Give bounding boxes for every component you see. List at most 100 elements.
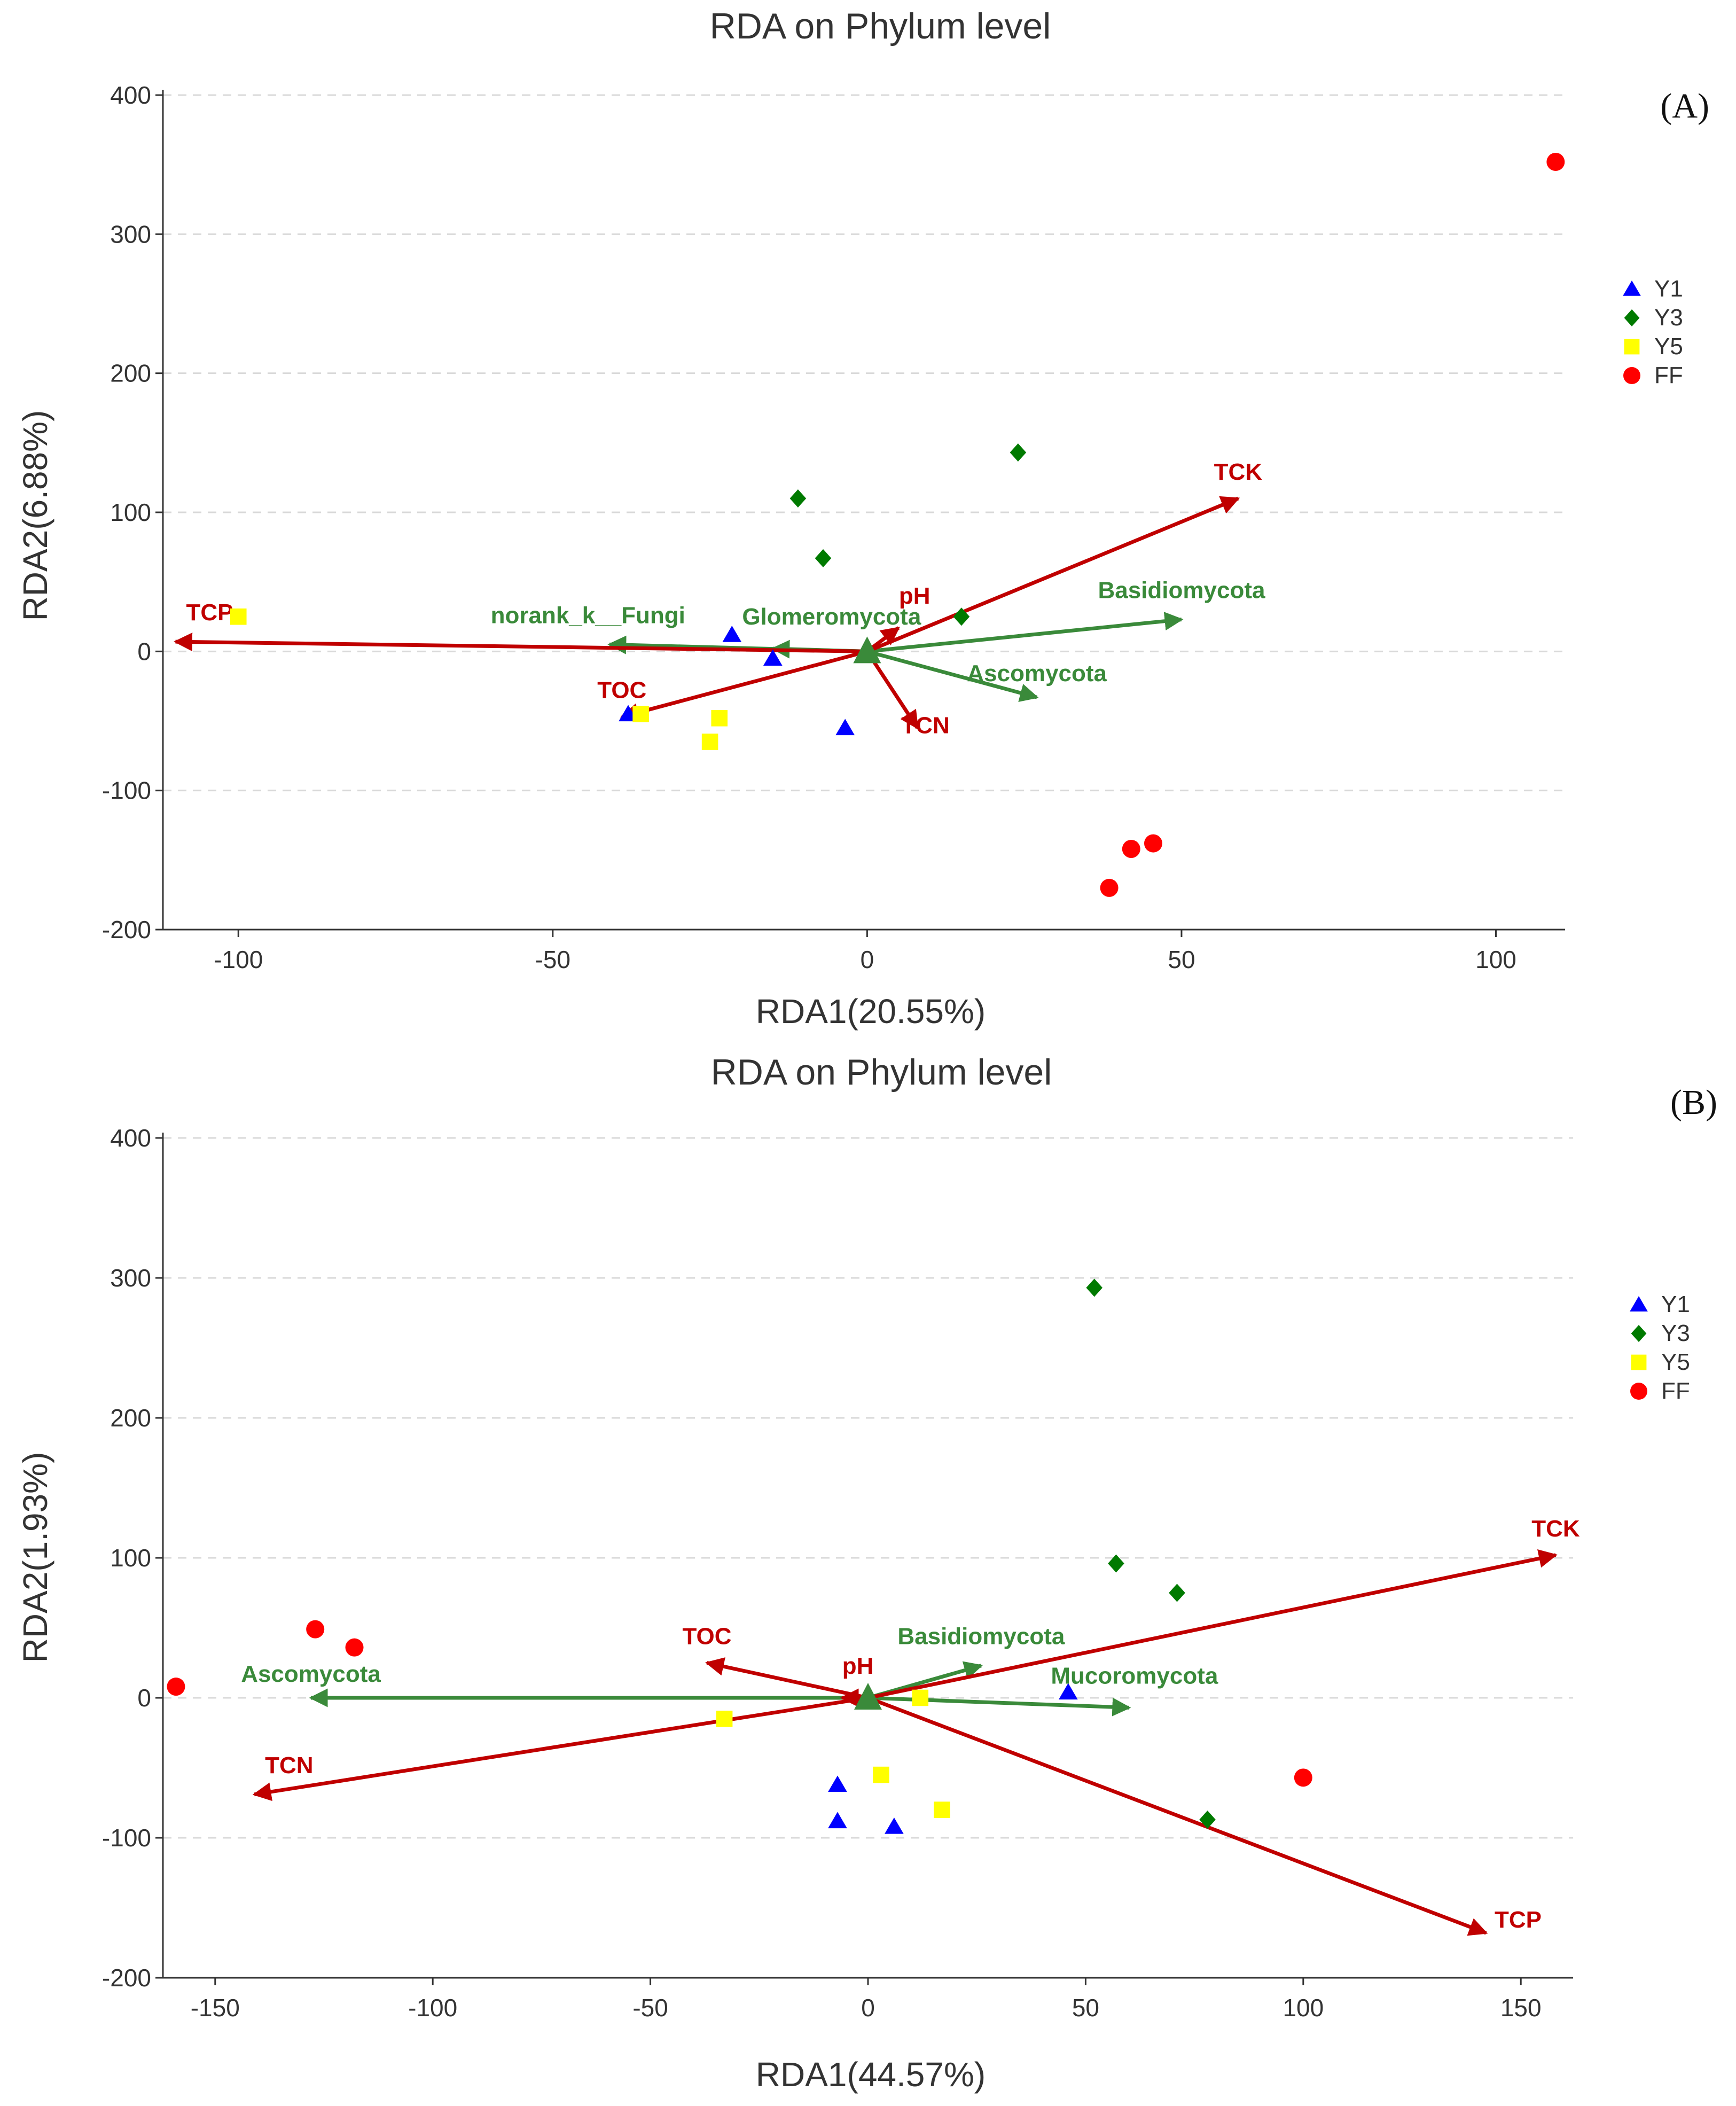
sample-point-y3 [789,489,807,508]
env-arrow-label: TCK [1214,459,1263,485]
legend-label: Y3 [1661,1320,1690,1346]
sample-points [167,1278,1312,1834]
legend-label: FF [1654,362,1683,388]
sample-point-ff [345,1638,364,1657]
biplot-arrows: Ascomycota Basidiomycota Mucoromycota TCK TC… [241,1516,1580,1936]
y-tick-label: 100 [110,498,151,526]
species-arrow-label: Ascomycota [967,660,1107,687]
x-tick-label: -50 [632,1994,668,2022]
origin-marker [854,1683,882,1710]
panel-label: (B) [1670,1083,1717,1122]
env-arrow-label: pH [899,583,930,609]
sample-point-y3 [1108,1554,1124,1573]
species-arrow-label: norank_k__Fungi [491,602,685,628]
sample-point-y3 [815,549,832,567]
legend-marker-ff [1623,367,1640,384]
env-arrow-label: TOC [682,1624,731,1650]
tick-labels: 400 300 200 100 0 -100 -200 -150 -100 -50 0 50 100 15… [102,1124,1542,2022]
x-tick-label: 100 [1475,946,1516,973]
sample-points [230,152,1565,897]
x-tick-label: 50 [1072,1994,1099,2022]
sample-point-y3 [1199,1810,1216,1829]
x-tick-label: 50 [1168,946,1195,973]
legend-label: Y5 [1661,1349,1690,1375]
rda-panel-b: RDA on Phylum level (B) RDA1(44.57%) RDA… [16,1052,1717,2094]
y-tick-label: 400 [110,1124,151,1152]
env-arrow-label: TOC [597,677,646,704]
sample-point-ff [1122,840,1140,859]
y-tick-label: 100 [110,1544,151,1572]
tick-labels: 400 300 200 100 0 -100 -200 -100 -50 0 50 100 [102,81,1516,973]
legend-label: Y1 [1661,1291,1690,1317]
y-tick-label: 200 [110,1404,151,1432]
species-arrow-label: Mucoromycota [1051,1663,1218,1689]
sample-point-ff [306,1620,325,1639]
species-arrow [867,1696,1131,1717]
legend-marker-ff [1630,1383,1647,1400]
env-arrow [620,649,868,722]
x-tick-label: 150 [1500,1994,1542,2022]
x-tick-label: 0 [861,946,874,973]
sample-point-y1 [835,719,855,736]
sample-point-ff [1546,152,1565,171]
sample-point-y1 [885,1818,904,1834]
sample-point-y1 [1058,1683,1078,1700]
sample-point-y5 [632,706,649,722]
chart-title: RDA on Phylum level [710,6,1051,46]
legend-marker-y5 [1624,339,1640,355]
legend-label: Y3 [1654,305,1683,331]
x-axis-label: RDA1(44.57%) [756,2055,986,2094]
biplot-arrows: Basidiomycota Ascomycota norank_k__Fungi Gl… [174,459,1265,739]
rda-panel-a: RDA on Phylum level (A) RDA1(20.55%) RDA… [16,6,1709,1031]
y-tick-label: -200 [102,916,151,943]
env-arrow-label: TCK [1531,1516,1580,1542]
axes [155,90,1565,937]
y-tick-label: 300 [110,1264,151,1292]
species-arrow-label: Glomeromycota [742,604,921,630]
sample-point-y1 [722,626,742,642]
sample-point-y3 [1010,443,1027,462]
sample-point-y3 [1086,1278,1103,1297]
env-arrow-label: TCP [186,599,233,626]
legend-label: Y5 [1654,333,1683,360]
x-tick-label: -50 [535,946,570,973]
legend-marker-y3 [1624,309,1640,326]
species-arrow-label: Basidiomycota [1098,577,1265,603]
species-arrow-label: Ascomycota [241,1661,381,1687]
env-arrow-label: TCP [1495,1907,1542,1933]
chart-title: RDA on Phylum level [711,1052,1052,1093]
sample-point-y5 [711,709,728,727]
y-tick-label: 200 [110,360,151,387]
sample-point-y5 [230,608,247,625]
y-tick-label: 0 [137,637,151,665]
x-tick-label: 100 [1283,1994,1324,2022]
env-arrow [174,633,867,653]
x-tick-label: -100 [214,946,263,973]
sample-point-y1 [828,1812,847,1829]
legend-marker-y3 [1631,1325,1647,1342]
sample-point-y5 [934,1801,950,1818]
x-tick-label: -100 [408,1994,457,2022]
legend-marker-y5 [1631,1354,1647,1370]
x-axis-label: RDA1(20.55%) [756,992,986,1031]
env-arrow-label: TCN [901,713,949,739]
env-arrow [866,496,1240,653]
origin-marker [853,636,881,664]
sample-point-y1 [828,1775,847,1792]
gridlines [163,94,1565,792]
x-tick-label: -150 [191,1994,240,2022]
species-arrow [866,649,1039,702]
y-tick-label: -100 [102,777,151,805]
legend-label: Y1 [1654,276,1683,302]
sample-point-ff [1144,834,1162,853]
y-tick-label: 0 [137,1684,151,1712]
sample-point-y3 [1169,1584,1185,1602]
legend-marker-y1 [1630,1296,1648,1312]
gridlines [163,1137,1573,1839]
env-arrow [867,1696,1488,1936]
species-arrow [867,612,1184,653]
panel-label: (A) [1660,87,1709,126]
